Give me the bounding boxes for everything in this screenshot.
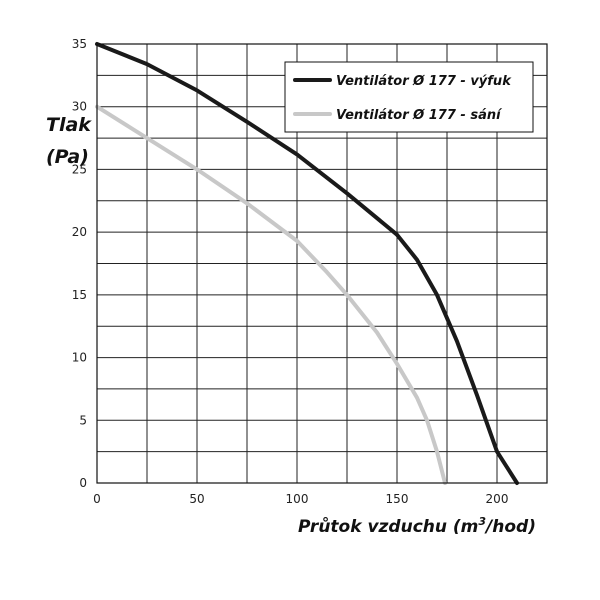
y-tick-label: 5 [79, 413, 87, 427]
x-axis-label-main: Průtok vzduchu (m [298, 516, 478, 537]
x-tick-label: 150 [386, 492, 409, 506]
y-axis-label-line-1: Tlak [46, 114, 92, 136]
x-axis-label-superscript: 3 [478, 515, 486, 528]
y-tick-label: 35 [72, 37, 87, 51]
series-group [95, 42, 519, 485]
x-tick-label: 200 [486, 492, 509, 506]
y-tick-label: 10 [72, 351, 87, 365]
x-tick-label: 50 [189, 492, 204, 506]
y-tick-label: 30 [72, 100, 87, 114]
x-axis-label: Průtok vzduchu (m3/hod) [298, 515, 536, 537]
legend-label-vyfuk: Ventilátor Ø 177 - výfuk [336, 74, 512, 89]
x-tick-label: 0 [93, 492, 101, 506]
x-tick-label: 100 [286, 492, 309, 506]
series-line-vyfuk [95, 42, 519, 485]
y-tick-label: 25 [72, 162, 87, 176]
series-line-sani [95, 104, 447, 485]
legend-label-sani: Ventilátor Ø 177 - sání [336, 108, 503, 123]
legend-box [284, 61, 534, 133]
tick-labels: 0 50 100 150 200 0 5 10 15 20 25 30 35 [72, 37, 509, 506]
legend: Ventilátor Ø 177 - výfuk Ventilátor Ø 17… [284, 61, 534, 133]
y-axis-label-line-2: (Pa) [46, 146, 89, 168]
y-tick-label: 15 [72, 288, 87, 302]
y-tick-label: 20 [72, 225, 87, 239]
y-tick-label: 0 [79, 476, 87, 490]
x-axis-label-tail: /hod) [484, 517, 536, 537]
plot-frame [96, 43, 548, 484]
